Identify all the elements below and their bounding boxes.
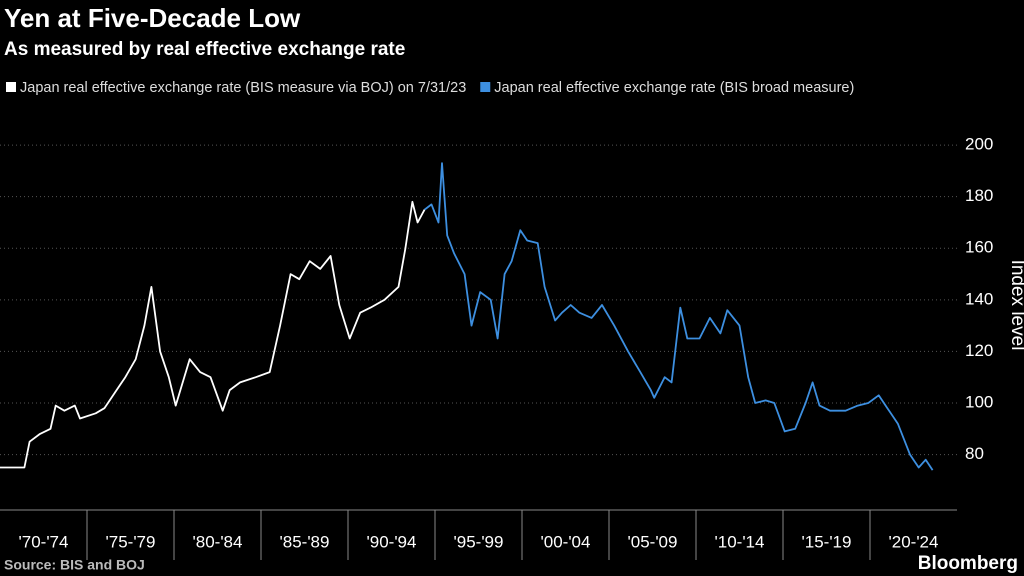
y-tick-label: 180 [965,186,993,205]
x-tick-label: '90-'94 [367,532,417,551]
legend-label: Japan real effective exchange rate (BIS … [20,80,466,96]
y-tick-label: 160 [965,238,993,257]
legend-label: Japan real effective exchange rate (BIS … [494,80,854,96]
y-tick-label: 100 [965,392,993,411]
series-line [0,200,426,469]
x-tick-label: '10-'14 [715,532,765,551]
source-note: Source: BIS and BOJ [4,557,145,573]
legend-swatch [6,82,16,92]
brand-logo: Bloomberg [918,553,1018,574]
y-tick-label: 80 [965,444,984,463]
x-tick-label: '95-'99 [454,532,504,551]
x-tick-label: '75-'79 [106,532,156,551]
y-tick-label: 120 [965,341,993,360]
chart-subtitle: As measured by real effective exchange r… [4,39,405,60]
x-tick-label: '05-'09 [628,532,678,551]
series-line [424,162,934,471]
x-tick-label: '20-'24 [889,532,939,551]
legend-swatch [480,82,491,92]
x-tick-label: '70-'74 [19,532,69,551]
x-tick-label: '00-'04 [541,532,591,551]
x-tick-label: '85-'89 [280,532,330,551]
y-tick-label: 200 [965,135,993,154]
y-tick-label: 140 [965,289,993,308]
x-tick-label: '80-'84 [193,532,243,551]
x-tick-label: '15-'19 [802,532,852,551]
chart-title: Yen at Five-Decade Low [4,3,301,33]
y-axis-label: Index level [1007,260,1024,351]
